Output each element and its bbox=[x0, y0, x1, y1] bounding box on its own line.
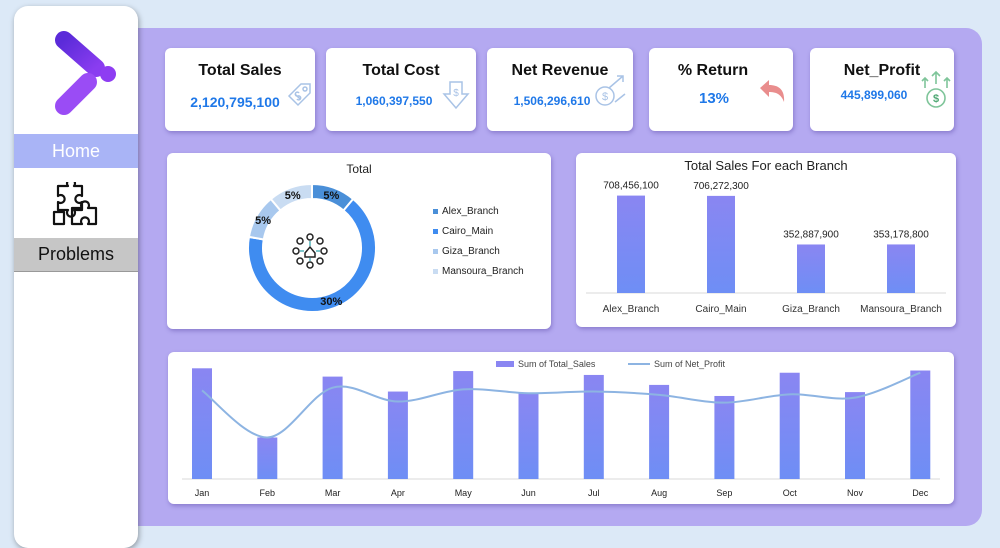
net-profit-line bbox=[201, 371, 921, 439]
month-bar bbox=[192, 368, 212, 479]
x-tick-label: Alex_Branch bbox=[603, 304, 660, 315]
legend-label: Giza_Branch bbox=[442, 245, 500, 257]
money-growth-icon: $ bbox=[595, 75, 626, 106]
legend-label-profit: Sum of Net_Profit bbox=[654, 359, 726, 369]
x-tick-label: Feb bbox=[260, 488, 276, 498]
kpi-value: 1,060,397,550 bbox=[355, 94, 433, 108]
month-bar bbox=[779, 372, 800, 479]
donut-slice bbox=[247, 197, 377, 313]
nav-home-button[interactable]: Home bbox=[14, 134, 138, 168]
x-tick-label: Sep bbox=[716, 488, 732, 498]
x-tick-label: Giza_Branch bbox=[782, 304, 840, 315]
kpi-title: % Return bbox=[677, 62, 749, 79]
kpi-title: Total Cost bbox=[362, 62, 440, 79]
x-tick-label: Oct bbox=[783, 488, 798, 498]
dollar-down-arrow-icon: $ bbox=[442, 81, 470, 110]
month-bar bbox=[910, 370, 931, 479]
return-arrow-icon bbox=[760, 80, 785, 102]
donut-slice-label: 5% bbox=[255, 215, 271, 227]
month-bar bbox=[649, 384, 670, 479]
legend-label: Cairo_Main bbox=[442, 225, 494, 237]
donut-chart: 5% 30% 5% 5% bbox=[247, 182, 377, 313]
legend-swatch bbox=[433, 228, 438, 234]
donut-chart-card: Total 5% 30% 5% 5% Alex_Branch Cairo_Main Giz… bbox=[167, 153, 551, 329]
x-tick-label: Mar bbox=[325, 488, 341, 498]
month-bar bbox=[845, 392, 865, 479]
month-bar bbox=[518, 392, 539, 479]
kpi-card-total-sales: Total Sales 2,120,795,100 bbox=[165, 48, 315, 131]
sidebar: Home Problems bbox=[14, 6, 138, 548]
kpi-card-return: % Return 13% bbox=[649, 48, 793, 131]
month-bar bbox=[387, 391, 408, 479]
x-tick-label: Aug bbox=[651, 488, 667, 498]
kpi-value: 13% bbox=[698, 90, 730, 107]
x-tick-label: May bbox=[455, 488, 473, 498]
branch-sales-chart-card: Total Sales For each Branch 708,456,100 A… bbox=[576, 153, 956, 327]
kpi-card-net-profit: Net_Profit 445,899,060 $ bbox=[810, 48, 954, 131]
kpi-card-net-revenue: Net Revenue 1,506,296,610 $ bbox=[487, 48, 633, 131]
donut-slice-label: 5% bbox=[323, 190, 339, 202]
legend-item: Alex_Branch bbox=[433, 201, 524, 221]
bar-value-label: 353,178,800 bbox=[873, 229, 929, 240]
monthly-combo-chart: Jan Feb Mar Apr May Jun Jul Aug Sep Oct Nov Dec Sum … bbox=[182, 359, 940, 498]
x-tick-label: Dec bbox=[912, 488, 929, 498]
legend-swatch-sales bbox=[496, 361, 514, 367]
x-tick-label: Apr bbox=[391, 488, 405, 498]
branches-network-icon bbox=[292, 233, 328, 269]
svg-text:$: $ bbox=[933, 93, 939, 105]
bar-value-label: 706,272,300 bbox=[693, 181, 749, 192]
branch-bar bbox=[887, 244, 915, 293]
dollar-coin-up-icon: $ bbox=[921, 70, 951, 108]
kpi-title: Total Sales bbox=[198, 62, 282, 79]
kpi-value: 2,120,795,100 bbox=[190, 94, 280, 110]
month-bar bbox=[714, 395, 735, 479]
x-tick-label: Jan bbox=[195, 488, 210, 498]
month-bar bbox=[322, 376, 343, 479]
kpi-value: 1,506,296,610 bbox=[513, 94, 591, 108]
month-bar bbox=[257, 437, 278, 479]
month-bar bbox=[583, 374, 604, 479]
legend-item: Giza_Branch bbox=[433, 241, 524, 261]
legend-label: Alex_Branch bbox=[442, 205, 499, 217]
svg-text:$: $ bbox=[453, 88, 459, 99]
legend-label-sales: Sum of Total_Sales bbox=[518, 359, 596, 369]
branch-bar bbox=[617, 195, 645, 293]
kpi-card-total-cost: Total Cost 1,060,397,550 $ bbox=[326, 48, 476, 131]
x-tick-label: Jun bbox=[521, 488, 536, 498]
x-tick-label: Nov bbox=[847, 488, 864, 498]
legend-swatch bbox=[433, 248, 438, 254]
legend-item: Cairo_Main bbox=[433, 221, 524, 241]
legend-swatch bbox=[433, 268, 438, 274]
chart-title: Total bbox=[346, 162, 372, 176]
legend-item: Mansoura_Branch bbox=[433, 261, 524, 281]
chart-title: Total Sales For each Branch bbox=[684, 158, 848, 173]
bar-value-label: 708,456,100 bbox=[603, 181, 659, 192]
donut-slice-label: 5% bbox=[285, 190, 301, 202]
kpi-title: Net_Profit bbox=[843, 62, 921, 79]
donut-slice bbox=[269, 182, 313, 212]
puzzle-icon[interactable] bbox=[50, 182, 100, 228]
branch-bar-chart: 708,456,100 Alex_Branch 706,272,300 Cairo_M… bbox=[586, 181, 946, 315]
price-tag-icon bbox=[287, 83, 311, 107]
donut-slice-label: 30% bbox=[320, 296, 342, 308]
legend-label: Mansoura_Branch bbox=[442, 265, 524, 277]
monthly-chart-card: Jan Feb Mar Apr May Jun Jul Aug Sep Oct Nov Dec Sum … bbox=[168, 352, 954, 504]
branch-bar bbox=[707, 195, 735, 293]
donut-legend: Alex_Branch Cairo_Main Giza_Branch Mansoura… bbox=[433, 201, 524, 281]
bar-value-label: 352,887,900 bbox=[783, 229, 839, 240]
kpi-value: 445,899,060 bbox=[840, 88, 908, 102]
x-tick-label: Cairo_Main bbox=[695, 304, 746, 315]
kpi-title: Net Revenue bbox=[511, 62, 609, 79]
month-bar bbox=[453, 371, 474, 479]
nav-problems-button[interactable]: Problems bbox=[14, 238, 138, 272]
logo-icon bbox=[55, 31, 116, 115]
branch-bar bbox=[797, 244, 825, 293]
svg-text:$: $ bbox=[602, 91, 608, 103]
legend-swatch bbox=[433, 208, 438, 214]
x-tick-label: Mansoura_Branch bbox=[860, 304, 942, 315]
x-tick-label: Jul bbox=[588, 488, 600, 498]
